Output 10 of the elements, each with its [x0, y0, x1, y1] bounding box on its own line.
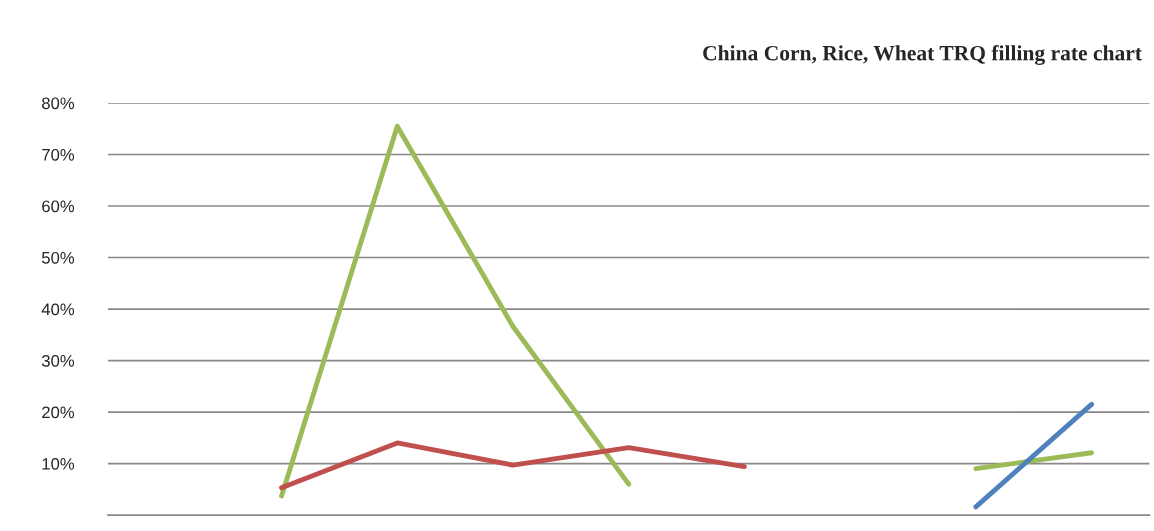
y-tick-label: 80% [42, 97, 75, 110]
chart-title: China Corn, Rice, Wheat TRQ filling rate chart [703, 45, 1142, 65]
line-series [279, 440, 747, 491]
y-tick-label: 50% [41, 251, 75, 264]
y-tick-label: 40% [41, 303, 75, 316]
y-tick-label: 70% [42, 148, 75, 161]
y-tick-label: 30% [41, 354, 75, 367]
y-tick-label: 10% [42, 457, 75, 470]
y-tick-label: 20% [42, 406, 75, 419]
y-tick-label: 60% [42, 200, 75, 213]
